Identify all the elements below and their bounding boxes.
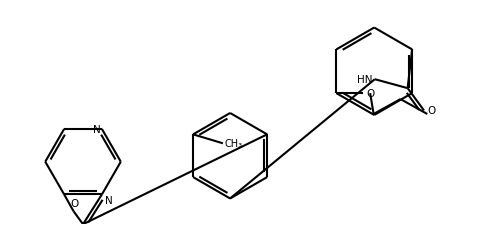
Text: N: N — [93, 124, 101, 134]
Text: CH₃: CH₃ — [225, 139, 243, 149]
Text: N: N — [105, 196, 113, 205]
Text: HN: HN — [357, 75, 373, 85]
Text: O: O — [427, 105, 435, 115]
Text: O: O — [70, 198, 79, 208]
Text: O: O — [366, 89, 374, 99]
